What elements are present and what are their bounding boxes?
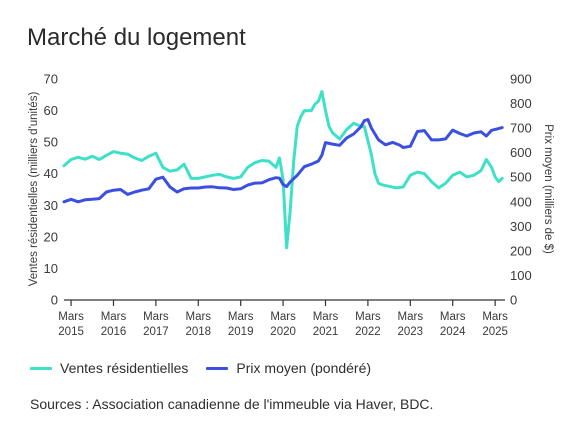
series-line-ventes-residentielles xyxy=(62,90,504,250)
right-tick-label: 600 xyxy=(510,145,532,160)
right-tick-label: 800 xyxy=(510,96,532,111)
x-tick-label: Mars xyxy=(270,311,296,323)
x-tick-label: Mars xyxy=(398,311,424,323)
x-tick-year: 2024 xyxy=(440,326,466,338)
right-tick-label: 300 xyxy=(510,219,532,234)
sources-note: Sources : Association canadienne de l'im… xyxy=(30,396,434,412)
left-axis-ticks: 0 10 20 30 40 50 60 70 xyxy=(44,72,58,308)
left-tick-label: 0 xyxy=(51,293,58,308)
x-tick-year: 2022 xyxy=(355,326,381,338)
x-tick-label: Mars xyxy=(355,311,381,323)
right-tick-label: 700 xyxy=(510,121,532,136)
x-tick-year: 2020 xyxy=(270,326,296,338)
right-axis-label: Prix moyen (milliers de $) xyxy=(542,124,554,254)
right-tick-label: 400 xyxy=(510,194,532,209)
left-tick-label: 10 xyxy=(44,261,58,276)
x-tick-year: 2021 xyxy=(313,326,339,338)
right-tick-label: 500 xyxy=(510,170,532,185)
x-tick-year: 2023 xyxy=(398,326,424,338)
right-axis-ticks: 0 100 200 300 400 500 600 700 800 900 xyxy=(510,72,532,308)
right-tick-label: 200 xyxy=(510,243,532,258)
x-tick-label: Mars xyxy=(482,311,508,323)
x-tick-label: Mars xyxy=(143,311,169,323)
legend-item-sales: Ventes résidentielles xyxy=(30,360,188,376)
x-tick-label: Mars xyxy=(440,311,466,323)
series-line-prix-moyen xyxy=(62,118,504,204)
legend-swatch-price xyxy=(206,366,229,370)
legend-label-sales: Ventes résidentielles xyxy=(60,360,189,376)
x-tick-label: Mars xyxy=(58,311,84,323)
x-tick-year: 2018 xyxy=(185,326,211,338)
left-tick-label: 20 xyxy=(44,229,58,244)
x-tick-year: 2025 xyxy=(482,326,508,338)
legend-label-price: Prix moyen (pondéré) xyxy=(236,360,372,376)
left-tick-label: 30 xyxy=(44,198,58,213)
x-tick-year: 2019 xyxy=(228,326,254,338)
x-tick-label: Mars xyxy=(101,311,127,323)
x-axis-ticks: Mars 2015 Mars 2016 Mars 2017 Mars 2018 Mars 2019… xyxy=(58,300,508,338)
x-tick-label: Mars xyxy=(186,311,212,323)
left-tick-label: 70 xyxy=(44,72,58,87)
legend: Ventes résidentielles Prix moyen (pondér… xyxy=(30,360,389,376)
chart-title: Marché du logement xyxy=(27,24,246,51)
left-axis-label: Ventes résidentielles (milliers d'unités… xyxy=(28,92,40,287)
left-tick-label: 40 xyxy=(44,166,58,181)
legend-item-price: Prix moyen (pondéré) xyxy=(206,360,371,376)
legend-swatch-sales xyxy=(30,366,52,370)
x-tick-year: 2016 xyxy=(101,326,127,338)
right-tick-label: 900 xyxy=(510,72,532,87)
right-tick-label: 100 xyxy=(510,268,532,283)
x-tick-year: 2017 xyxy=(143,326,169,338)
x-tick-year: 2015 xyxy=(58,326,84,338)
left-tick-label: 60 xyxy=(44,103,58,118)
x-tick-label: Mars xyxy=(313,311,339,323)
left-tick-label: 50 xyxy=(44,135,58,150)
x-tick-label: Mars xyxy=(228,311,254,323)
right-tick-label: 0 xyxy=(510,293,517,308)
